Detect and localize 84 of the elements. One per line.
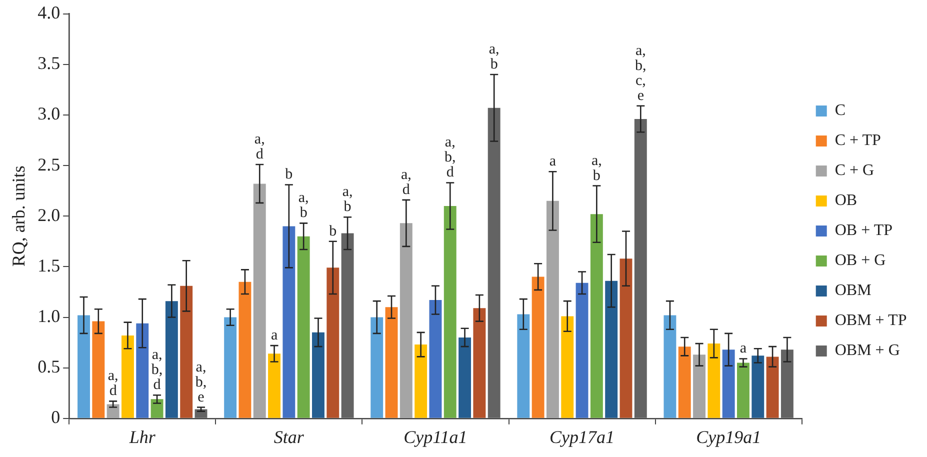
bar	[546, 200, 559, 418]
bar	[400, 223, 412, 418]
x-tick-label: Star	[274, 426, 305, 447]
data-label: a, b	[342, 184, 353, 216]
bar	[678, 346, 691, 418]
y-tick-label: 2.0	[38, 204, 60, 225]
bar	[737, 362, 750, 418]
data-label: a	[549, 154, 556, 170]
bar	[224, 317, 237, 418]
x-tick-label: Cyp17a1	[550, 426, 615, 447]
bar	[722, 350, 735, 418]
x-tick-label: Cyp19a1	[696, 426, 762, 447]
bar	[664, 315, 676, 418]
bar	[312, 332, 324, 418]
bar	[150, 399, 164, 418]
bar	[136, 323, 149, 418]
bar	[429, 300, 442, 418]
data-label: a, d	[400, 166, 412, 198]
data-label: a, b	[488, 41, 500, 72]
x-tick-label: Cyp11a1	[404, 426, 468, 447]
legend-label: OBM + G	[834, 342, 900, 360]
bar	[180, 286, 193, 418]
bar	[766, 356, 779, 418]
bar	[458, 337, 472, 418]
bar	[106, 404, 120, 418]
bar	[488, 108, 500, 418]
bar	[121, 335, 134, 418]
y-tick-label: 2.5	[38, 154, 60, 174]
data-label: b	[329, 223, 337, 240]
bar	[752, 356, 764, 418]
legend-label: OBM	[834, 282, 872, 300]
bar	[238, 282, 252, 418]
legend-label: C + G	[834, 162, 875, 180]
bar	[165, 301, 178, 418]
y-tick-label: 0.5	[38, 356, 60, 377]
data-label: a, b	[591, 152, 602, 184]
bar	[414, 344, 428, 418]
data-label: a, b, d	[151, 347, 163, 394]
data-label: a, d	[254, 132, 265, 163]
bar	[576, 282, 588, 418]
data-label: a, b, c, e	[635, 42, 646, 104]
bar	[92, 321, 105, 418]
bar	[532, 276, 544, 418]
bar	[590, 214, 603, 418]
y-tick-label: 1.0	[38, 306, 60, 326]
data-label: a, b, e	[195, 359, 207, 406]
bar	[341, 233, 354, 418]
data-label: a	[270, 328, 278, 344]
y-axis-title: RQ, arb. units	[8, 166, 29, 267]
y-tick-label: 0	[51, 407, 60, 428]
bar	[473, 308, 486, 418]
bar	[708, 344, 720, 418]
data-label: a, b, d	[444, 134, 456, 181]
bar	[268, 354, 280, 418]
data-label: a, d	[108, 368, 118, 400]
legend-label: OB + TP	[834, 222, 893, 240]
data-label: b	[285, 166, 293, 183]
bar	[78, 315, 90, 418]
y-tick-label: 3.5	[38, 53, 60, 74]
legend-label: OBM + TP	[834, 312, 907, 330]
legend-label: OB + G	[834, 252, 886, 270]
bar	[620, 258, 632, 418]
bar	[561, 316, 574, 418]
legend-label: OB	[834, 192, 858, 210]
y-tick-label: 4.0	[38, 2, 60, 23]
bar	[326, 268, 340, 418]
bar	[693, 354, 706, 418]
bar	[444, 206, 456, 418]
legend-label: C	[834, 102, 846, 120]
bar	[634, 118, 647, 418]
bar	[780, 350, 794, 418]
bar	[370, 317, 384, 418]
x-tick-label: Lhr	[128, 426, 156, 447]
bar	[297, 236, 310, 418]
legend-label: C + TP	[834, 132, 882, 150]
bar	[605, 280, 618, 418]
bar	[282, 226, 296, 418]
bar	[517, 314, 530, 418]
bar	[253, 184, 266, 418]
y-tick-label: 3.0	[38, 104, 60, 124]
bar	[385, 307, 398, 418]
data-label: a	[740, 340, 747, 357]
data-label: a, b	[298, 190, 309, 222]
y-tick-label: 1.5	[38, 255, 60, 276]
